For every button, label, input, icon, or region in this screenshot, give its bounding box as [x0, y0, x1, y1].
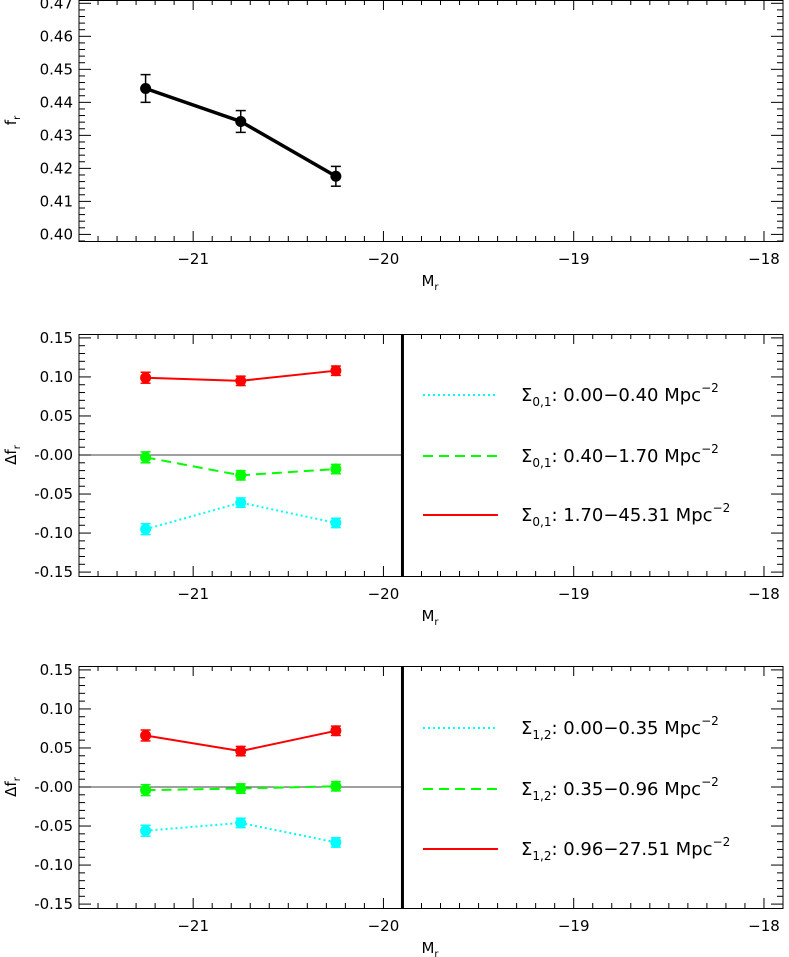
y-tick-label: 0.10 — [40, 700, 73, 718]
y-tick-label: -0.05 — [34, 817, 73, 835]
legend-label: Σ0,1: 1.70−45.31 Mpc−2 — [521, 501, 730, 529]
data-point — [330, 463, 342, 475]
y-tick-label: -0.05 — [34, 485, 73, 503]
y-axis-title: fr — [2, 115, 23, 125]
y-tick-label: 0.40 — [40, 225, 73, 243]
legend-label: Σ1,2: 0.35−0.96 Mpc−2 — [521, 775, 719, 803]
data-point — [330, 365, 342, 377]
y-tick-label: -0.15 — [34, 895, 73, 913]
x-axis-title: Mr — [421, 939, 439, 957]
series: Σ0,1: 1.70−45.31 Mpc−2 — [140, 365, 730, 529]
series: Σ0,1: 0.00−0.40 Mpc−2 — [140, 381, 719, 536]
x-tick-label: −18 — [748, 585, 780, 603]
data-point — [330, 836, 342, 848]
x-tick-label: −19 — [558, 250, 590, 268]
y-axis-title: Δfr — [2, 444, 23, 465]
panel-middle: −21 −20 −19 −18 -0.15 -0.10 -0.05 -0.00 0.05 0.10… — [2, 329, 784, 628]
data-point — [235, 469, 247, 481]
y-tick-label: 0.46 — [40, 27, 73, 45]
data-point — [330, 725, 342, 737]
y-tick-label: 0.44 — [40, 93, 73, 111]
data-point — [330, 517, 342, 529]
y-tick-label: 0.43 — [40, 126, 73, 144]
series: Σ1,2: 0.96−27.51 Mpc−2 — [140, 725, 730, 863]
x-tick-label: −20 — [368, 250, 400, 268]
x-tick-label: −18 — [748, 250, 780, 268]
data-point — [140, 451, 152, 463]
y-tick-label: -0.10 — [34, 856, 73, 874]
y-tick-label: 0.15 — [40, 329, 73, 347]
series: Σ1,2: 0.00−0.35 Mpc−2 — [140, 714, 719, 848]
y-axis-title: Δfr — [2, 776, 23, 797]
x-axis-title: Mr — [421, 272, 439, 293]
y-tick-label: -0.00 — [34, 778, 73, 796]
data-point — [140, 825, 152, 837]
y-tick-label: 0.42 — [40, 159, 73, 177]
series: Σ1,2: 0.35−0.96 Mpc−2 — [140, 775, 719, 803]
x-tick-label: −21 — [177, 585, 209, 603]
y-tick-label: -0.15 — [34, 563, 73, 581]
y-tick-label: 0.47 — [40, 0, 73, 12]
plot-frame — [78, 0, 784, 242]
data-point — [140, 729, 152, 741]
data-point — [235, 115, 247, 127]
x-tick-label: −21 — [177, 917, 209, 935]
x-tick-label: −21 — [177, 250, 209, 268]
data-point — [140, 523, 152, 535]
y-tick-label: 0.15 — [40, 661, 73, 679]
x-tick-label: −19 — [558, 585, 590, 603]
series — [140, 73, 342, 187]
legend-label: Σ1,2: 0.96−27.51 Mpc−2 — [521, 835, 730, 863]
y-tick-label: 0.41 — [40, 192, 73, 210]
data-point — [235, 783, 247, 795]
y-tick-label: 0.05 — [40, 407, 73, 425]
series: Σ0,1: 0.40−1.70 Mpc−2 — [140, 442, 719, 481]
y-tick-label: -0.00 — [34, 446, 73, 464]
data-point — [140, 82, 152, 94]
legend-label: Σ0,1: 0.40−1.70 Mpc−2 — [521, 442, 719, 470]
x-tick-label: −18 — [748, 917, 780, 935]
x-tick-label: −19 — [558, 917, 590, 935]
data-point — [235, 375, 247, 387]
data-point — [235, 497, 247, 509]
data-point — [235, 745, 247, 757]
y-tick-label: 0.05 — [40, 739, 73, 757]
y-tick-label: 0.10 — [40, 368, 73, 386]
x-axis-title: Mr — [421, 607, 439, 628]
panel-bottom: −21 −20 −19 −18 -0.15 -0.10 -0.05 -0.00 0.05 0.10… — [2, 661, 784, 957]
data-point — [330, 170, 342, 182]
legend-label: Σ1,2: 0.00−0.35 Mpc−2 — [521, 714, 719, 742]
y-tick-label: -0.10 — [34, 524, 73, 542]
x-tick-label: −20 — [368, 585, 400, 603]
x-tick-label: −20 — [368, 917, 400, 935]
panel-top: −21 −20 −19 −18 0.40 0.41 0.42 0.43 0.44 0.45 0.46… — [2, 0, 784, 293]
y-tick-label: 0.45 — [40, 60, 73, 78]
legend-label: Σ0,1: 0.00−0.40 Mpc−2 — [521, 381, 719, 409]
data-point — [140, 784, 152, 796]
data-point — [330, 780, 342, 792]
data-point — [140, 372, 152, 384]
data-point — [235, 817, 247, 829]
